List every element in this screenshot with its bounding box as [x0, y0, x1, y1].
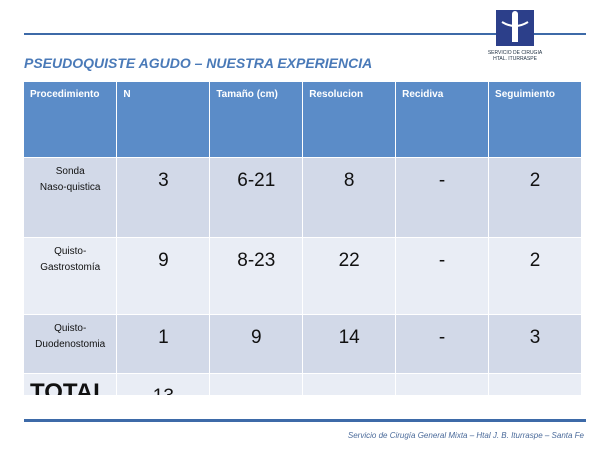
value-cell: 8 [302, 157, 397, 238]
footer: Servicio de Cirugía General Mixta – Htal… [347, 431, 584, 440]
value-cell: 2 [488, 237, 582, 315]
logo-text: SERVICIO DE CIRUGIA HTAL. ITURRASPE [476, 50, 554, 62]
column-header: Procedimiento [24, 82, 118, 158]
header-row: Procedimiento N Tamaño (cm) Resolucion Recid… [24, 82, 582, 158]
value-cell: - [395, 237, 490, 315]
logo [496, 10, 534, 46]
empty-cell [302, 373, 397, 395]
column-header: Recidiva [395, 82, 490, 158]
value-cell: 9 [116, 237, 211, 315]
procedure-line: Naso-quistica [39, 182, 101, 193]
table-row: TOTAL 13 [24, 373, 582, 395]
procedure-line: TOTAL [30, 379, 108, 395]
column-header: Tamaño (cm) [209, 82, 304, 158]
value-cell: 3 [116, 157, 211, 238]
procedure-line: Duodenostomia [35, 339, 106, 350]
top-rule [24, 33, 586, 35]
procedure-line: Gastrostomía [40, 262, 101, 273]
bottom-rule [24, 419, 586, 422]
procedure-cell: Quisto- Duodenostomia [24, 314, 118, 374]
procedure-cell: Sonda Naso-quistica [24, 157, 118, 238]
procedure-line: Sonda [55, 166, 85, 177]
value-cell: - [395, 314, 490, 374]
table-wrap: Procedimiento N Tamaño (cm) Resolucion Recid… [24, 82, 582, 395]
logo-line: SERVICIO DE CIRUGIA [487, 50, 543, 56]
value-cell: 3 [488, 314, 582, 374]
table-row: Sonda Naso-quistica 3 6-21 8-2 [24, 157, 582, 238]
value-cell: 9 [209, 314, 304, 374]
empty-cell [488, 373, 582, 395]
value-cell: 22 [302, 237, 397, 315]
value-cell: 2 [488, 157, 582, 238]
logo-line: HTAL. ITURRASPE [493, 56, 537, 62]
table-row: Quisto- Gastrostomía 9 8-23 22-2 [24, 237, 582, 315]
empty-cell [209, 373, 304, 395]
value-cell: 1 [116, 314, 211, 374]
column-header: Resolucion [302, 82, 397, 158]
column-header: Seguimiento [488, 82, 582, 158]
empty-cell [395, 373, 490, 395]
procedure-line: Quisto- [54, 323, 87, 334]
value-cell: 14 [302, 314, 397, 374]
procedure-line: Quisto- [54, 246, 87, 257]
procedure-cell: TOTAL [24, 373, 118, 395]
value-cell: 8-23 [209, 237, 304, 315]
table: Procedimiento N Tamaño (cm) Resolucion Recid… [24, 82, 582, 395]
table-row: Quisto- Duodenostomia 1 9 14-3 [24, 314, 582, 374]
slide-title: PSEUDOQUISTE AGUDO – NUESTRA EXPERIENCIA [24, 55, 373, 71]
value-cell: 6-21 [209, 157, 304, 238]
column-header: N [116, 82, 211, 158]
procedure-cell: Quisto- Gastrostomía [24, 237, 118, 315]
value-cell: - [395, 157, 490, 238]
value-cell: 13 [116, 373, 211, 395]
